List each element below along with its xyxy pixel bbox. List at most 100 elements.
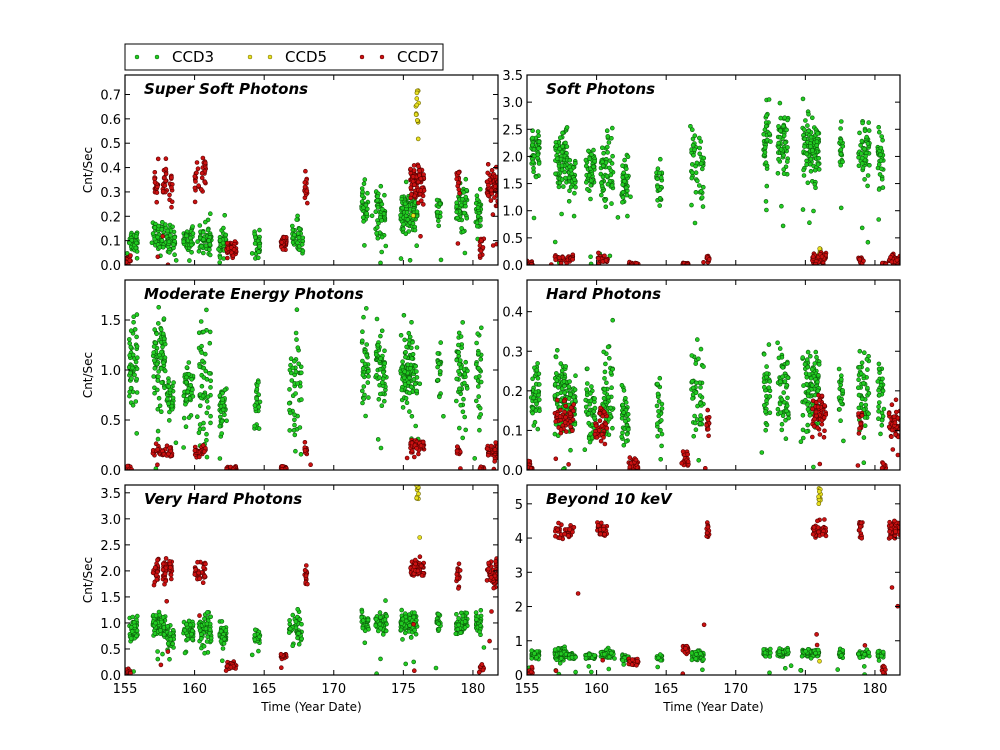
point-ccd3-outlier [438,257,444,263]
point-ccd3 [172,235,177,240]
point-ccd3 [408,345,414,351]
point-ccd3 [656,413,662,419]
point-ccd3 [189,631,194,637]
point-ccd3 [131,319,136,325]
point-ccd7-outlier [895,452,900,458]
point-ccd3 [625,411,631,417]
point-ccd3 [806,388,811,394]
point-ccd3 [838,399,844,404]
point-ccd7 [856,431,862,436]
point-ccd7 [599,423,605,429]
point-ccd3-outlier [155,656,161,662]
point-ccd3 [475,384,481,389]
point-ccd3 [478,412,484,417]
point-ccd3 [134,240,139,246]
point-ccd3 [767,379,773,384]
point-ccd3 [776,156,781,162]
point-ccd3 [659,443,664,449]
point-ccd3 [157,403,163,409]
point-ccd3 [803,397,808,403]
point-ccd3 [605,134,611,139]
point-ccd3 [592,405,598,411]
point-ccd3-outlier [861,460,867,466]
point-ccd3-outlier [189,242,194,248]
point-ccd3 [694,337,700,342]
point-ccd7 [555,397,560,403]
point-ccd3 [782,379,788,384]
point-ccd7 [228,664,234,670]
point-ccd3 [165,228,170,234]
point-ccd3 [436,361,442,366]
point-ccd3 [454,376,460,382]
point-ccd3 [778,410,783,416]
point-ccd3 [657,156,663,162]
point-ccd3 [360,189,365,195]
point-ccd7 [196,570,201,576]
point-ccd3 [181,239,186,244]
point-ccd3 [464,386,470,391]
point-ccd3 [781,171,787,176]
point-ccd3-outlier [166,239,172,245]
point-ccd7-outlier [490,243,496,248]
point-ccd3 [695,403,700,409]
point-ccd3 [208,635,214,641]
point-ccd3 [808,156,814,162]
point-ccd3-outlier [300,248,306,254]
point-ccd3 [201,426,206,432]
point-ccd7 [454,448,460,454]
point-ccd7-outlier [230,253,236,259]
point-ccd3-outlier [571,213,577,219]
point-ccd3 [655,166,661,171]
point-ccd3 [599,180,604,186]
point-ccd3 [208,211,213,216]
point-ccd3-outlier [533,174,539,180]
point-ccd3 [375,437,381,442]
point-ccd3 [407,390,412,396]
point-ccd3 [134,344,140,349]
point-ccd3 [808,169,814,174]
point-ccd3 [293,369,299,375]
point-ccd7 [225,240,230,246]
point-ccd3 [190,636,195,642]
point-ccd3 [838,147,844,152]
point-ccd3 [207,370,212,376]
point-ccd7-outlier [411,454,417,460]
point-ccd3-outlier [838,205,844,211]
panel-super-soft-photons: 0.00.10.20.30.40.50.60.7 Super Soft Photo… [81,74,499,274]
point-ccd7-outlier [197,454,202,460]
y-tick-label: 0.5 [100,414,121,429]
point-ccd3-outlier [759,450,765,455]
point-ccd3 [602,369,608,375]
point-ccd3 [657,375,663,381]
point-ccd7 [705,407,711,413]
point-ccd3 [536,161,542,166]
point-ccd3 [801,167,806,173]
point-ccd3-outlier [478,218,483,223]
y-tick-label: 0.3 [100,186,121,201]
point-ccd3 [152,631,158,636]
point-ccd3 [223,628,229,633]
data-points [125,304,498,470]
y-tick-label: 3.5 [502,69,523,84]
point-ccd3 [398,332,404,338]
point-ccd3-outlier [530,405,536,411]
point-ccd3 [462,380,467,386]
point-ccd3-outlier [167,250,172,255]
point-ccd3 [165,623,170,629]
point-ccd3 [858,371,864,376]
point-ccd3 [399,364,405,370]
point-ccd7 [817,397,822,403]
point-ccd3 [583,157,589,163]
point-ccd3 [690,385,696,391]
point-ccd3 [152,358,157,363]
point-ccd3 [454,611,459,617]
point-ccd3 [359,609,365,615]
point-ccd3 [625,213,630,219]
point-ccd3 [292,412,297,418]
point-ccd3 [252,241,258,246]
point-ccd3 [562,390,567,396]
plot-frame [526,74,901,266]
point-ccd3 [606,355,612,361]
point-ccd3 [252,637,258,643]
